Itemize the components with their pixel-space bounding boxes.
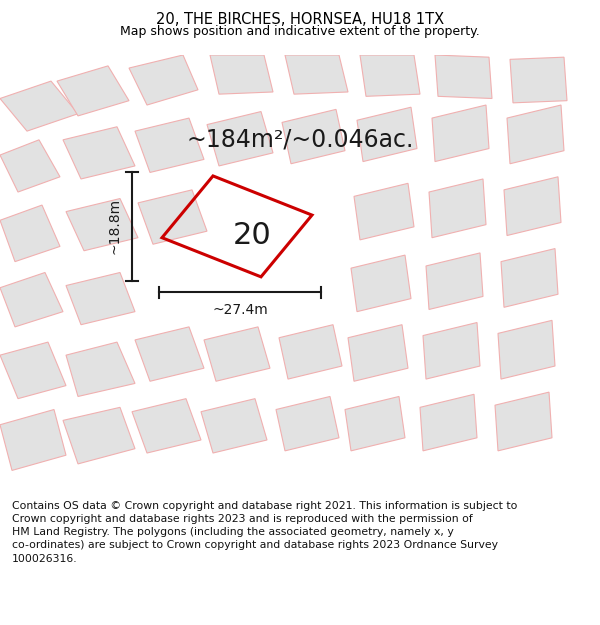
Polygon shape <box>0 140 60 192</box>
Polygon shape <box>0 81 78 131</box>
Text: ~184m²/~0.046ac.: ~184m²/~0.046ac. <box>187 128 413 152</box>
Polygon shape <box>63 408 135 464</box>
Polygon shape <box>345 396 405 451</box>
Polygon shape <box>138 190 207 244</box>
Polygon shape <box>507 105 564 164</box>
Polygon shape <box>0 409 66 471</box>
Polygon shape <box>0 272 63 327</box>
Polygon shape <box>276 396 339 451</box>
Text: ~27.4m: ~27.4m <box>212 303 268 317</box>
Polygon shape <box>495 392 552 451</box>
Text: Contains OS data © Crown copyright and database right 2021. This information is : Contains OS data © Crown copyright and d… <box>12 501 517 564</box>
Polygon shape <box>135 327 204 381</box>
Polygon shape <box>348 325 408 381</box>
Polygon shape <box>504 177 561 236</box>
Text: Map shows position and indicative extent of the property.: Map shows position and indicative extent… <box>120 26 480 39</box>
Polygon shape <box>201 399 267 453</box>
Polygon shape <box>57 66 129 116</box>
Polygon shape <box>285 55 348 94</box>
Polygon shape <box>357 107 417 162</box>
Polygon shape <box>435 55 492 99</box>
Text: 20, THE BIRCHES, HORNSEA, HU18 1TX: 20, THE BIRCHES, HORNSEA, HU18 1TX <box>156 12 444 27</box>
Polygon shape <box>63 127 135 179</box>
Polygon shape <box>354 183 414 240</box>
Polygon shape <box>210 55 273 94</box>
Polygon shape <box>0 342 66 399</box>
Polygon shape <box>129 55 198 105</box>
Text: ~18.8m: ~18.8m <box>107 198 121 254</box>
Polygon shape <box>207 111 273 166</box>
Polygon shape <box>66 342 135 396</box>
Polygon shape <box>66 272 135 325</box>
Polygon shape <box>351 255 411 312</box>
Polygon shape <box>510 57 567 103</box>
Text: 20: 20 <box>233 221 271 250</box>
Polygon shape <box>426 253 483 309</box>
Polygon shape <box>423 322 480 379</box>
Polygon shape <box>0 205 60 262</box>
Polygon shape <box>501 249 558 308</box>
Polygon shape <box>282 109 345 164</box>
Polygon shape <box>429 179 486 238</box>
Polygon shape <box>420 394 477 451</box>
Polygon shape <box>432 105 489 162</box>
Polygon shape <box>498 321 555 379</box>
Polygon shape <box>204 327 270 381</box>
Polygon shape <box>132 399 201 453</box>
Polygon shape <box>66 199 138 251</box>
Polygon shape <box>135 118 204 172</box>
Polygon shape <box>279 325 342 379</box>
Polygon shape <box>360 55 420 96</box>
